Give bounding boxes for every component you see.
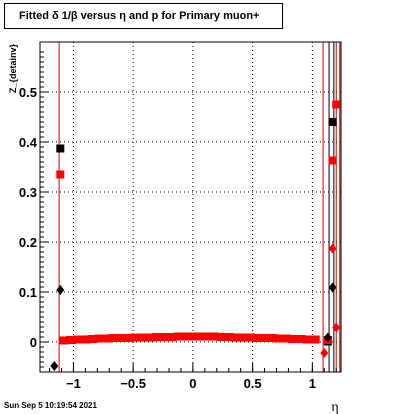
x-tick-label: 1 [309, 376, 316, 391]
band-point [173, 332, 184, 341]
square-point [56, 170, 65, 179]
square-point [328, 156, 337, 165]
band-point [152, 333, 163, 341]
grid-lines [40, 42, 341, 372]
band-point [130, 333, 141, 342]
band-point [266, 334, 277, 342]
band-point [309, 335, 320, 344]
y-tick-label: 0.5 [19, 85, 37, 100]
band-point [66, 336, 77, 344]
band-point [209, 332, 220, 341]
x-tick-label: 0 [189, 376, 196, 391]
y-axis-label: Z_{detainv} [8, 44, 18, 94]
band-point [245, 333, 256, 342]
y-tick-label: 0.1 [19, 285, 37, 300]
diamond-point [320, 348, 329, 358]
band-point [202, 332, 213, 341]
band-point [281, 334, 292, 343]
timestamp: Sun Sep 5 10:19:54 2021 [4, 401, 97, 410]
band-point [273, 334, 284, 343]
band-point [94, 334, 105, 343]
diamond-point [323, 332, 332, 343]
x-tick-label: −0.5 [120, 376, 146, 391]
band-point [216, 333, 227, 341]
band-point [116, 334, 127, 342]
band-point [288, 335, 299, 343]
band-point [166, 333, 177, 341]
y-tick-label: 0.2 [19, 235, 37, 250]
band-point [295, 335, 306, 343]
diamond-point [56, 285, 65, 295]
band-point [238, 333, 249, 342]
band-point [159, 333, 170, 341]
diamond-point [328, 282, 337, 293]
band-point [80, 335, 91, 344]
y-tick-label: 0 [30, 335, 37, 350]
band-point [137, 333, 148, 342]
band-point [195, 332, 206, 341]
x-tick-label: −1 [66, 376, 81, 391]
axes: −1 −0.5 0 0.5 1 0 0.1 0.2 0.3 0.4 0.5 [19, 51, 337, 391]
band-point [58, 336, 69, 345]
plot-frame [39, 41, 342, 373]
chart-title: Fitted δ 1/β versus η and p for Primary … [4, 3, 283, 29]
band-point [144, 333, 155, 342]
band-point [87, 335, 98, 343]
diamond-point [332, 322, 341, 333]
vertical-lines [58, 42, 341, 372]
band-point [302, 335, 313, 344]
y-tick-label: 0.4 [19, 135, 38, 150]
square-point [332, 100, 341, 109]
band-point [101, 334, 112, 343]
band-point [123, 334, 134, 342]
y-tick-label: 0.3 [19, 185, 37, 200]
x-axis-label: η [331, 400, 338, 414]
square-point [56, 144, 65, 153]
diamond-point [328, 243, 337, 254]
band-point [223, 333, 234, 341]
band-point [187, 332, 198, 341]
band-point [230, 333, 241, 342]
data-marks [50, 100, 341, 371]
diamond-point [50, 361, 59, 371]
band-point [259, 334, 270, 342]
band-point [109, 334, 120, 342]
band-point [180, 332, 191, 341]
band-point [252, 334, 263, 342]
x-tick-label: 0.5 [244, 376, 262, 391]
band-point [73, 335, 84, 344]
square-point [328, 118, 337, 126]
